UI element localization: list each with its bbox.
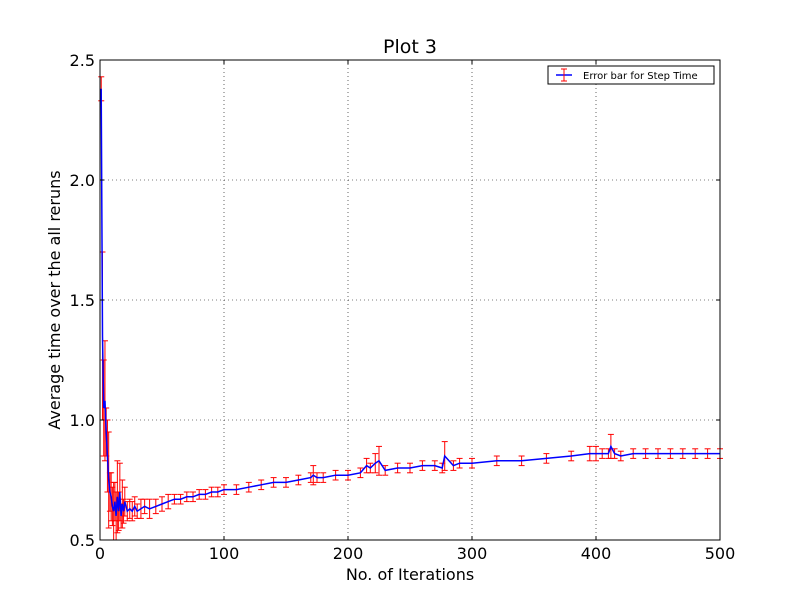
- series-layer: [100, 88, 720, 517]
- x-tick-label: 300: [457, 544, 488, 563]
- x-tick-label: 200: [333, 544, 364, 563]
- legend: Error bar for Step Time: [547, 65, 715, 85]
- x-tick-label: 0: [95, 544, 105, 563]
- y-tick-label: 0.5: [70, 531, 95, 550]
- y-tick-label: 2.0: [70, 171, 95, 190]
- x-tick-label: 500: [705, 544, 736, 563]
- tick-labels: 0 100 200 300 400 500 0.5 1.0 1.5 2.0 2.5: [70, 51, 736, 563]
- series-line: [100, 88, 720, 517]
- legend-entry-label: Error bar for Step Time: [583, 71, 698, 82]
- y-tick-label: 2.5: [70, 51, 95, 70]
- x-tick-label: 400: [581, 544, 612, 563]
- y-tick-label: 1.5: [70, 291, 95, 310]
- x-axis-label: No. of Iterations: [346, 565, 474, 584]
- ticks: [99, 59, 721, 541]
- x-tick-label: 100: [209, 544, 240, 563]
- y-tick-label: 1.0: [70, 411, 95, 430]
- chart-title: Plot 3: [383, 36, 437, 58]
- legend-box: [547, 65, 715, 85]
- y-axis-label: Average time over the all reruns: [45, 170, 64, 429]
